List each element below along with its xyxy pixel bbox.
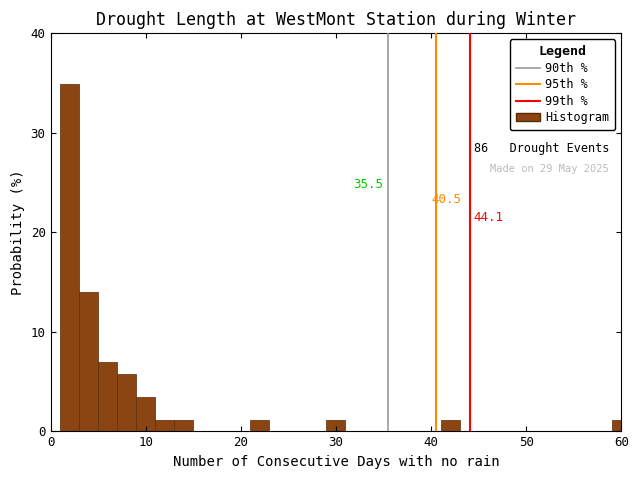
Bar [326, 420, 346, 432]
Bar [174, 420, 193, 432]
Y-axis label: Probability (%): Probability (%) [11, 169, 25, 295]
Bar [98, 362, 117, 432]
Text: Made on 29 May 2025: Made on 29 May 2025 [490, 164, 609, 174]
Text: 44.1: 44.1 [473, 211, 503, 224]
Title: Drought Length at WestMont Station during Winter: Drought Length at WestMont Station durin… [96, 11, 576, 29]
Bar [117, 373, 136, 432]
Bar [60, 84, 79, 432]
Legend: 90th %, 95th %, 99th %, Histogram: 90th %, 95th %, 99th %, Histogram [510, 39, 616, 130]
Bar [612, 420, 631, 432]
Bar [79, 292, 98, 432]
X-axis label: Number of Consecutive Days with no rain: Number of Consecutive Days with no rain [173, 455, 499, 469]
Bar [440, 420, 460, 432]
Text: 86   Drought Events: 86 Drought Events [474, 142, 609, 155]
Text: 40.5: 40.5 [431, 192, 461, 205]
Bar [136, 397, 155, 432]
Bar [155, 420, 174, 432]
Text: 35.5: 35.5 [353, 178, 383, 191]
Bar [250, 420, 269, 432]
